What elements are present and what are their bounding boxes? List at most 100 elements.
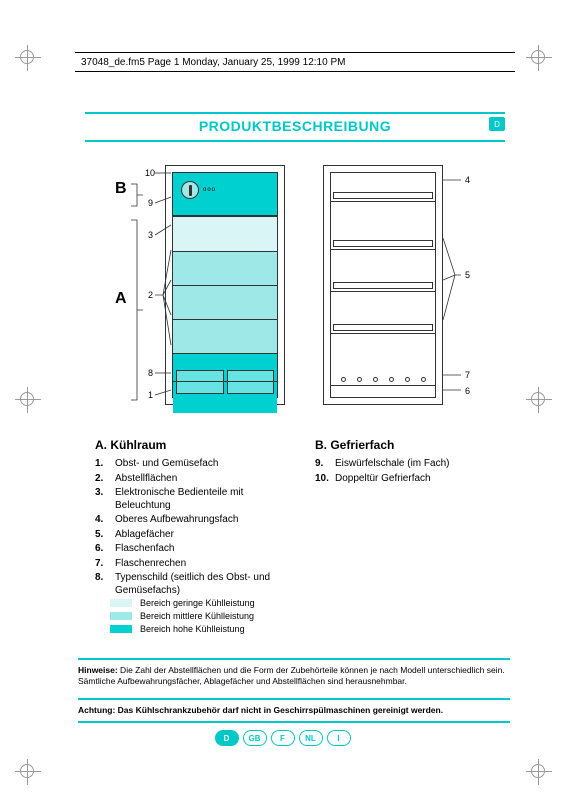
section-letter-b: B: [115, 180, 127, 198]
lang-badge: D: [489, 117, 505, 131]
callout-5: 5: [465, 270, 470, 280]
callout-1: 1: [148, 390, 153, 400]
shelf: [173, 353, 277, 354]
hinweise-text: Die Zahl der Abstellflächen und die Form…: [78, 665, 505, 686]
shelf: [173, 381, 277, 382]
hinweise-note: Hinweise: Die Zahl der Abstellflächen un…: [78, 658, 510, 687]
list-item: 1. Obst- und Gemüsefach: [95, 458, 285, 471]
freezer-dial-icon: [181, 181, 199, 199]
item-text: Oberes Aufbewahrungsfach: [115, 514, 238, 527]
bottle-rack: [335, 375, 431, 383]
door-shelf: [331, 201, 435, 202]
freezer-label-dots: ooo: [203, 187, 216, 193]
item-text: Eiswürfelschale (im Fach): [335, 458, 449, 471]
hinweise-label: Hinweise:: [78, 665, 118, 675]
lang-pill-nl[interactable]: NL: [299, 730, 323, 746]
cooling-legend: Bereich geringe Kühlleistung Bereich mitt…: [110, 598, 255, 637]
item-text: Doppeltür Gefrierfach: [335, 473, 431, 486]
fridge-front: ooo: [165, 165, 285, 405]
section-b-heading: B. Gefrierfach: [315, 438, 505, 452]
door-shelf: [331, 385, 435, 386]
legend-label: Bereich geringe Kühlleistung: [140, 598, 255, 608]
item-number: 8.: [95, 572, 109, 597]
item-number: 10.: [315, 473, 329, 486]
crop-mark: [531, 392, 545, 406]
lang-pill-i[interactable]: I: [327, 730, 351, 746]
callout-8: 8: [148, 368, 153, 378]
item-text: Typenschild (seitlich des Obst- und Gemü…: [115, 572, 285, 597]
crop-mark: [20, 50, 34, 64]
legend-swatch: [110, 599, 132, 607]
description-columns: A. Kühlraum 1. Obst- und Gemüsefach 2. Abst…: [95, 438, 505, 599]
fridge-door: [323, 165, 443, 405]
lang-pill-gb[interactable]: GB: [243, 730, 267, 746]
freezer-divider: [173, 215, 277, 217]
product-diagram: B A 10 9 3 2 8 1 4 5 7 6: [85, 150, 485, 420]
item-number: 3.: [95, 487, 109, 512]
page-header: 37048_de.fm5 Page 1 Monday, January 25, …: [75, 52, 515, 72]
door-shelf: [331, 397, 435, 398]
door-shelf: [331, 249, 435, 250]
door-bin: [333, 192, 433, 199]
achtung-text: Das Kühlschrankzubehör darf nicht in Ges…: [115, 705, 443, 715]
legend-label: Bereich hohe Kühlleistung: [140, 624, 245, 634]
item-number: 7.: [95, 558, 109, 571]
language-selector: DGBFNLI: [0, 730, 565, 746]
fridge-door-inner: [330, 172, 436, 398]
legend-row: Bereich hohe Kühlleistung: [110, 624, 255, 634]
list-item: 3.Elektronische Bedienteile mit Beleucht…: [95, 487, 285, 512]
list-item: 5. Ablagefächer: [95, 529, 285, 542]
cooling-zone: [173, 215, 277, 251]
section-b: B. Gefrierfach 9. Eiswürfelschale (im Fac…: [315, 438, 505, 599]
door-bin: [333, 282, 433, 289]
callout-9: 9: [148, 198, 153, 208]
achtung-label: Achtung:: [78, 705, 115, 715]
legend-row: Bereich geringe Kühlleistung: [110, 598, 255, 608]
lang-pill-d[interactable]: D: [215, 730, 239, 746]
shelf: [173, 251, 277, 252]
legend-swatch: [110, 612, 132, 620]
item-text: Elektronische Bedienteile mit Beleuchtun…: [115, 487, 285, 512]
legend-swatch: [110, 625, 132, 633]
item-number: 4.: [95, 514, 109, 527]
door-bin: [333, 240, 433, 247]
shelf: [173, 319, 277, 320]
item-text: Obst- und Gemüsefach: [115, 458, 218, 471]
cooling-zone: [173, 251, 277, 285]
item-number: 1.: [95, 458, 109, 471]
door-bin: [333, 324, 433, 331]
item-number: 2.: [95, 473, 109, 486]
item-number: 9.: [315, 458, 329, 471]
list-item: 7. Flaschenrechen: [95, 558, 285, 571]
cooling-zone: [173, 319, 277, 353]
page-title: PRODUKTBESCHREIBUNG: [199, 118, 391, 134]
item-text: Ablagefächer: [115, 529, 174, 542]
list-item: 10. Doppeltür Gefrierfach: [315, 473, 505, 486]
callout-4: 4: [465, 175, 470, 185]
shelf: [173, 285, 277, 286]
section-letter-a: A: [115, 290, 127, 308]
item-text: Flaschenfach: [115, 543, 174, 556]
item-number: 6.: [95, 543, 109, 556]
list-item: 6. Flaschenfach: [95, 543, 285, 556]
list-item: 2. Abstellflächen: [95, 473, 285, 486]
item-text: Abstellflächen: [115, 473, 177, 486]
door-shelf: [331, 333, 435, 334]
callout-6: 6: [465, 386, 470, 396]
achtung-note: Achtung: Das Kühlschrankzubehör darf nic…: [78, 698, 510, 723]
door-shelf: [331, 291, 435, 292]
item-number: 5.: [95, 529, 109, 542]
item-text: Flaschenrechen: [115, 558, 186, 571]
legend-label: Bereich mittlere Kühlleistung: [140, 611, 254, 621]
title-band: PRODUKTBESCHREIBUNG D: [85, 112, 505, 142]
callout-10: 10: [145, 168, 155, 178]
crop-mark: [20, 392, 34, 406]
list-item: 4. Oberes Aufbewahrungsfach: [95, 514, 285, 527]
fridge-front-inner: ooo: [172, 172, 278, 398]
header-text: 37048_de.fm5 Page 1 Monday, January 25, …: [81, 57, 345, 68]
crop-mark: [20, 764, 34, 778]
lang-pill-f[interactable]: F: [271, 730, 295, 746]
callout-7: 7: [465, 370, 470, 380]
crisper-drawers: [176, 370, 274, 394]
section-a-heading: A. Kühlraum: [95, 438, 285, 452]
